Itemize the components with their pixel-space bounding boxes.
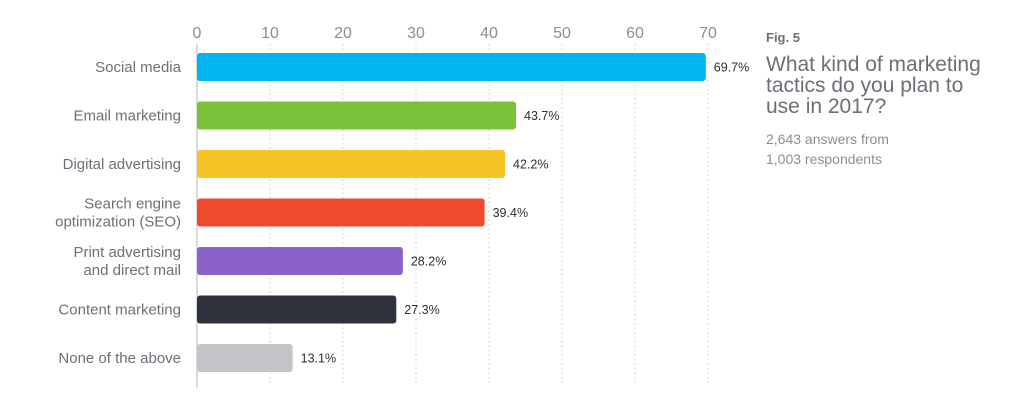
category-label-line: Search engine <box>84 196 181 213</box>
bar <box>197 53 706 81</box>
category-label-line: Digital advertising <box>63 156 181 173</box>
bar-value-label: 42.2% <box>513 158 548 172</box>
category-label: Search engine optimization (SEO) <box>55 196 181 231</box>
bar <box>197 198 485 227</box>
category-label-line: and direct mail <box>83 262 181 279</box>
chart-title: What kind of marketing tactics do you pl… <box>766 54 1021 117</box>
bar <box>197 344 293 372</box>
bar-value-label: 69.7% <box>714 61 749 75</box>
category-label-line: optimization (SEO) <box>55 214 181 231</box>
bar <box>197 101 517 130</box>
chart-title-line: use in 2017? <box>766 95 887 118</box>
bar-value-label: 13.1% <box>301 352 336 366</box>
category-label: Digital advertising <box>63 156 181 173</box>
chart-subtitle: 2,643 answers from 1,003 respondents <box>766 129 1021 169</box>
category-label-line: Print advertising <box>73 244 181 261</box>
bar-value-label: 28.2% <box>411 255 446 269</box>
x-tick-label: 40 <box>480 25 498 42</box>
category-label-line: Email marketing <box>73 108 181 125</box>
category-label: None of the above <box>58 350 181 367</box>
category-label: Print advertising and direct mail <box>73 244 181 279</box>
x-tick-label: 0 <box>193 25 202 42</box>
x-tick-label: 20 <box>334 25 352 42</box>
x-tick-label: 60 <box>626 25 644 42</box>
chart-subtitle-line: 1,003 respondents <box>766 151 882 167</box>
bar-value-label: 39.4% <box>493 206 528 220</box>
bar-value-label: 43.7% <box>524 109 559 123</box>
category-label: Email marketing <box>73 108 181 125</box>
category-label-line: Social media <box>95 59 182 76</box>
chart-title-line: What kind of marketing <box>766 53 981 76</box>
bar <box>197 247 403 275</box>
category-label-line: None of the above <box>58 350 181 367</box>
x-tick-label: 70 <box>699 25 717 42</box>
x-tick-label: 30 <box>407 25 425 42</box>
category-label: Social media <box>95 59 182 76</box>
x-tick-label: 10 <box>261 25 279 42</box>
chart-title-line: tactics do you plan to <box>766 74 964 97</box>
bar-value-label: 27.3% <box>404 303 439 317</box>
category-label: Content marketing <box>58 302 181 319</box>
figure-label: Fig. 5 <box>766 30 800 45</box>
x-tick-label: 50 <box>553 25 571 42</box>
chart-subtitle-line: 2,643 answers from <box>766 131 889 147</box>
bar <box>197 150 506 178</box>
bar <box>197 295 397 324</box>
figure-caption: Fig. 5 What kind of marketing tactics do… <box>766 30 1021 169</box>
category-label-line: Content marketing <box>58 302 181 319</box>
